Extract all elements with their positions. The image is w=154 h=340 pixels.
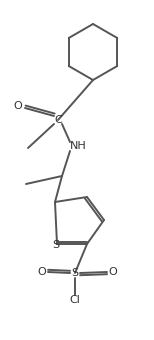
Text: NH: NH: [70, 141, 86, 151]
Text: O: O: [14, 101, 22, 111]
Text: S: S: [71, 268, 79, 278]
Text: Cl: Cl: [70, 295, 80, 305]
Text: O: O: [109, 267, 117, 277]
Text: C: C: [54, 115, 62, 125]
Text: S: S: [53, 240, 60, 250]
Text: O: O: [38, 267, 46, 277]
